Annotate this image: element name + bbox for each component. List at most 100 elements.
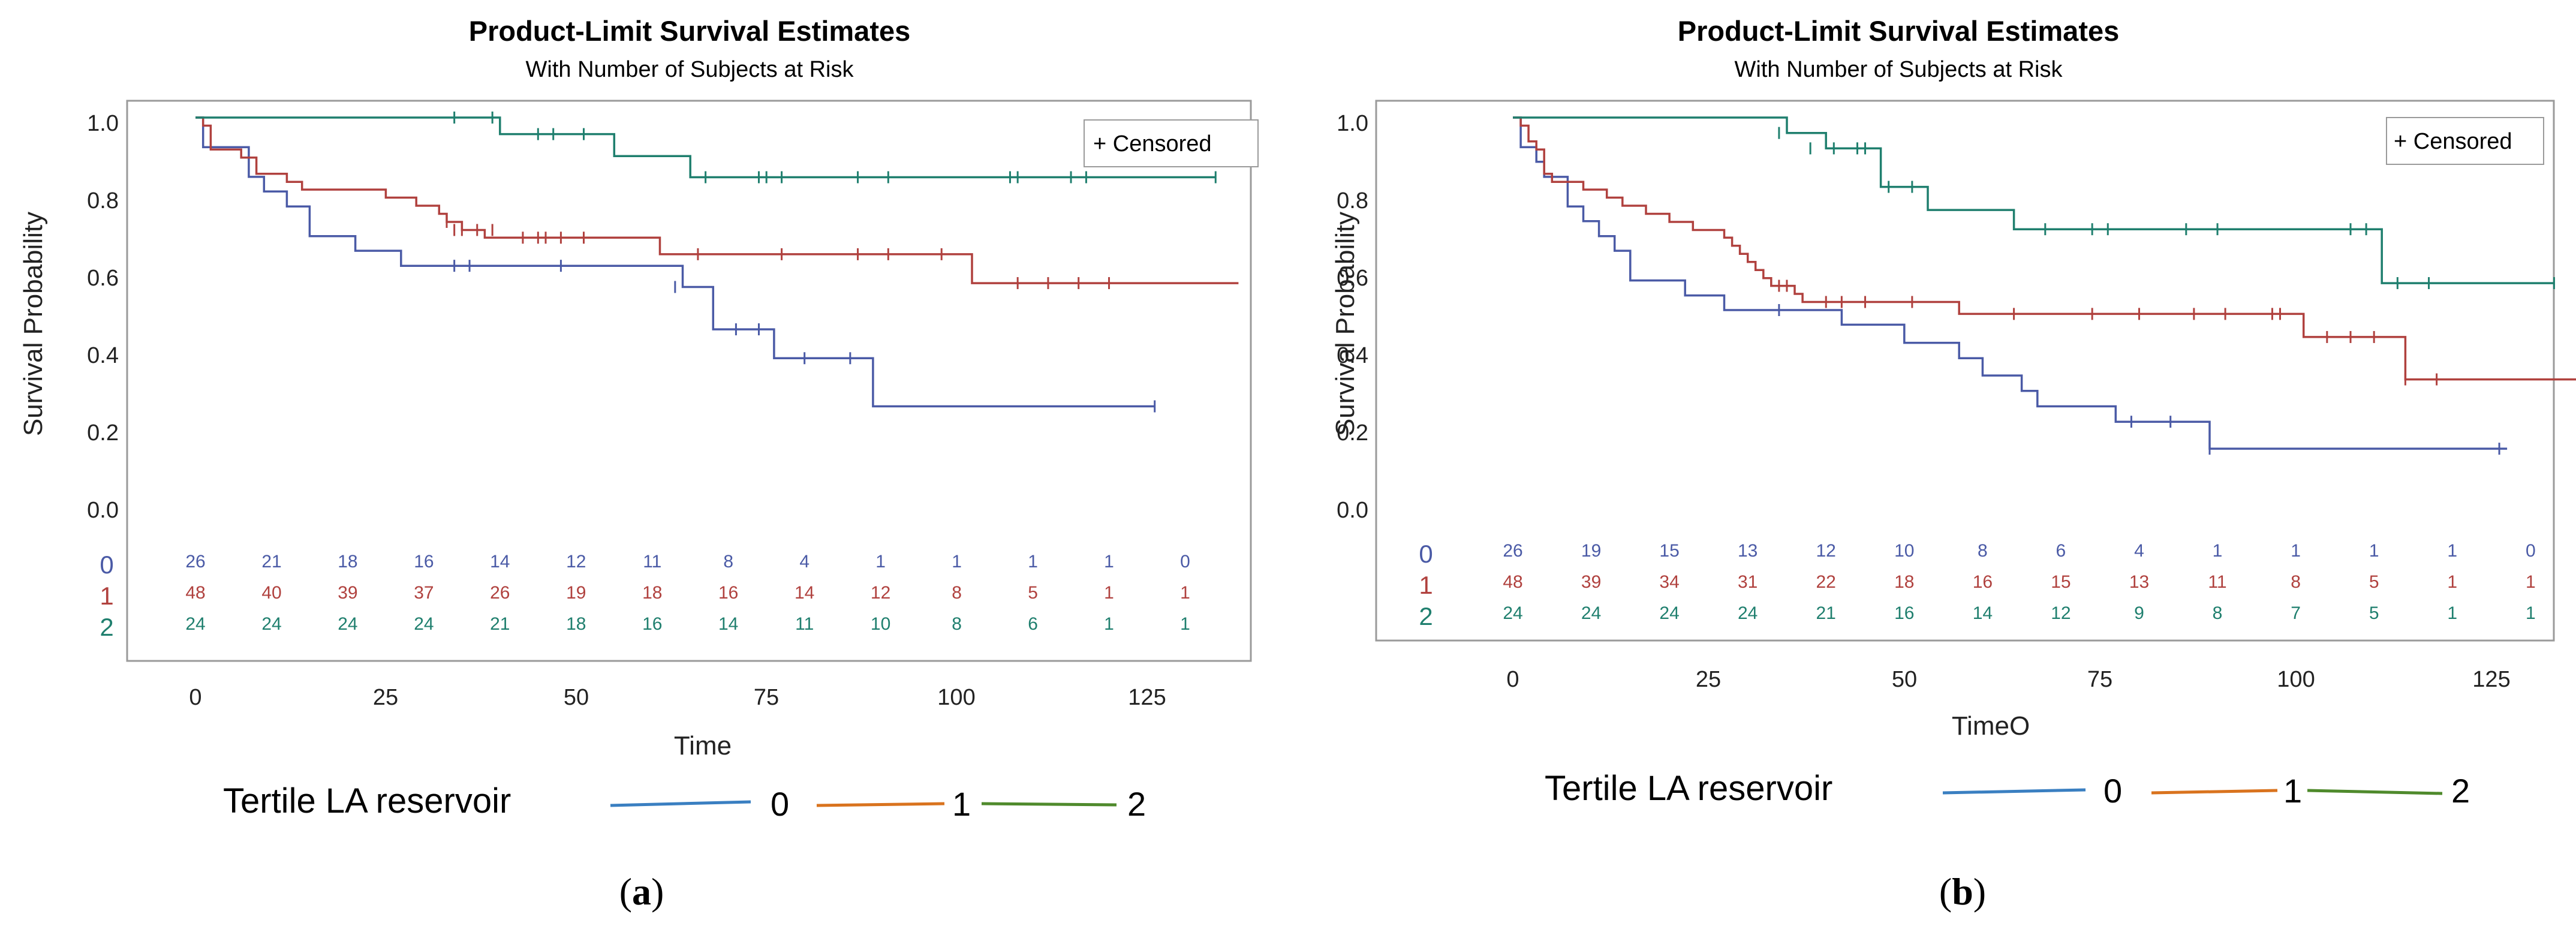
at-risk-count: 24	[261, 614, 281, 634]
at-risk-count: 1	[2526, 603, 2536, 623]
x-tick-label: 75	[2087, 667, 2112, 692]
censored-legend-box	[2386, 117, 2544, 165]
at-risk-count: 8	[2291, 572, 2301, 592]
risk-table: 26 19 15 13 12 10 8 6 4 1 1 1 1 048 39 34 31 22 18 16 15 13 11…	[1503, 541, 2535, 623]
y-tick-label: 0.4	[87, 343, 119, 368]
at-risk-count: 21	[261, 552, 281, 572]
x-axis: 0 25 50 75 100 125 Time	[189, 685, 1166, 760]
legend-line-2	[2307, 789, 2443, 795]
y-axis-label: Survival Probability	[19, 212, 48, 436]
x-tick-label: 25	[1696, 667, 1721, 692]
at-risk-count: 24	[1738, 603, 1758, 623]
y-axis: 1.0 0.8 0.6 0.4 0.2 0.0 Survival Probabi…	[19, 111, 119, 523]
survival-curve-group-2	[1513, 116, 2554, 284]
at-risk-count: 8	[952, 583, 962, 603]
x-tick-label: 125	[1128, 685, 1166, 710]
risk-group-label-0: 0	[100, 551, 113, 579]
y-tick-label: 0.0	[87, 498, 119, 523]
at-risk-count: 48	[185, 583, 205, 603]
chart-title: Product-Limit Survival Estimates	[469, 15, 911, 47]
at-risk-count: 1	[875, 552, 886, 572]
legend-label-1: 1	[952, 785, 971, 823]
at-risk-count: 21	[1816, 603, 1836, 623]
chart-title: Product-Limit Survival Estimates	[1678, 15, 2120, 47]
at-risk-count: 16	[1894, 603, 1914, 623]
at-risk-count: 5	[2369, 603, 2379, 623]
plot-frame	[1375, 100, 2555, 642]
legend-label-2: 2	[1127, 785, 1146, 823]
x-tick-label: 0	[189, 685, 201, 710]
at-risk-count: 15	[2051, 572, 2071, 592]
at-risk-count: 1	[1104, 614, 1114, 634]
at-risk-count: 1	[952, 552, 962, 572]
panel-label-b: (b)	[1939, 870, 1987, 913]
at-risk-count: 1	[1028, 552, 1038, 572]
panel-label-a: (a)	[619, 870, 664, 913]
at-risk-count: 6	[2056, 541, 2066, 561]
x-tick-label: 100	[2277, 667, 2315, 692]
at-risk-count: 39	[1581, 572, 1601, 592]
at-risk-count: 11	[795, 614, 814, 634]
risk-table: 26 21 18 16 14 12 11 8 4 1 1 1 1 048 40 39 37 26 19 18 16 14 1…	[185, 552, 1190, 634]
y-axis: 1.0 0.8 0.6 0.4 0.2 0.0 Survival Probabi…	[1331, 111, 1368, 523]
survival-curve-group-1	[1513, 116, 2576, 381]
at-risk-count: 0	[1180, 552, 1190, 572]
at-risk-count: 19	[1581, 541, 1601, 561]
at-risk-count: 1	[2447, 572, 2457, 592]
at-risk-count: 40	[261, 583, 281, 603]
at-risk-count: 24	[1581, 603, 1601, 623]
at-risk-count: 24	[414, 614, 434, 634]
at-risk-count: 0	[2526, 541, 2536, 561]
tertile-legend: Tertile LA reservoir 0 1 2	[1545, 769, 2470, 810]
at-risk-count: 16	[1973, 572, 1993, 592]
survival-chart-a: Product-Limit Survival Estimates With Nu…	[19, 15, 1259, 823]
at-risk-count: 14	[490, 552, 510, 572]
censored-legend-label: + Censored	[2394, 129, 2512, 154]
legend-label-0: 0	[771, 785, 789, 823]
at-risk-count: 10	[871, 614, 890, 634]
at-risk-count: 4	[799, 552, 809, 572]
x-tick-label: 100	[937, 685, 975, 710]
x-tick-label: 50	[1892, 667, 1917, 692]
at-risk-count: 26	[1503, 541, 1522, 561]
at-risk-count: 18	[338, 552, 357, 572]
risk-group-label-1: 1	[100, 582, 113, 610]
legend-line-0	[610, 800, 751, 807]
plot-frame	[126, 100, 1252, 662]
at-risk-count: 8	[952, 614, 962, 634]
at-risk-count: 24	[1659, 603, 1679, 623]
survival-curves	[195, 112, 1239, 413]
censored-legend: + Censored	[1084, 119, 1259, 167]
censored-legend-label: + Censored	[1093, 131, 1212, 157]
survival-curves	[1513, 116, 2576, 455]
legend-label-1: 1	[2283, 772, 2302, 810]
at-risk-count: 26	[185, 552, 205, 572]
y-tick-label: 0.0	[1337, 498, 1368, 523]
legend-label-2: 2	[2451, 772, 2470, 810]
at-risk-count: 26	[490, 583, 510, 603]
at-risk-count: 12	[2051, 603, 2071, 623]
at-risk-count: 8	[2213, 603, 2223, 623]
chart-subtitle: With Number of Subjects at Risk	[1735, 57, 2063, 82]
survival-curve-group-1	[195, 116, 1239, 284]
y-tick-label: 0.6	[87, 266, 119, 291]
at-risk-count: 18	[642, 583, 662, 603]
at-risk-count: 4	[2134, 541, 2144, 561]
at-risk-count: 16	[718, 583, 738, 603]
risk-table-group-labels: 0 1 2	[1419, 540, 1433, 630]
at-risk-count: 48	[1503, 572, 1522, 592]
at-risk-count: 39	[338, 583, 357, 603]
x-axis-label: TimeO	[1952, 711, 2030, 741]
at-risk-count: 1	[2447, 541, 2457, 561]
risk-group-label-0: 0	[1419, 540, 1433, 568]
at-risk-count: 1	[2447, 603, 2457, 623]
x-axis-label: Time	[674, 731, 732, 760]
panel-a: Product-Limit Survival Estimates With Nu…	[19, 15, 1259, 913]
at-risk-count: 1	[1104, 583, 1114, 603]
at-risk-count: 7	[2291, 603, 2301, 623]
survival-chart-b: Product-Limit Survival Estimates With Nu…	[1331, 15, 2576, 810]
y-axis-label: Survival Probability	[1331, 212, 1360, 436]
y-tick-label: 0.2	[87, 420, 119, 446]
risk-group-label-2: 2	[100, 613, 113, 641]
at-risk-count: 1	[2369, 541, 2379, 561]
